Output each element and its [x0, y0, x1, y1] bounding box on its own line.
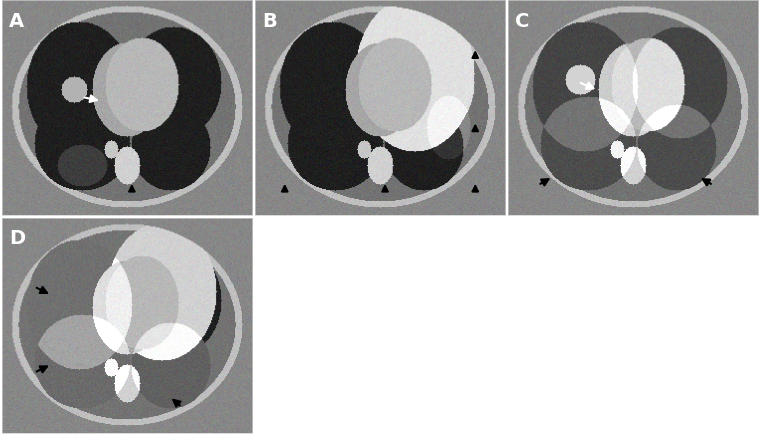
Text: A: A — [9, 12, 24, 30]
Text: B: B — [262, 12, 277, 30]
Text: D: D — [9, 229, 25, 248]
Text: C: C — [515, 12, 530, 30]
